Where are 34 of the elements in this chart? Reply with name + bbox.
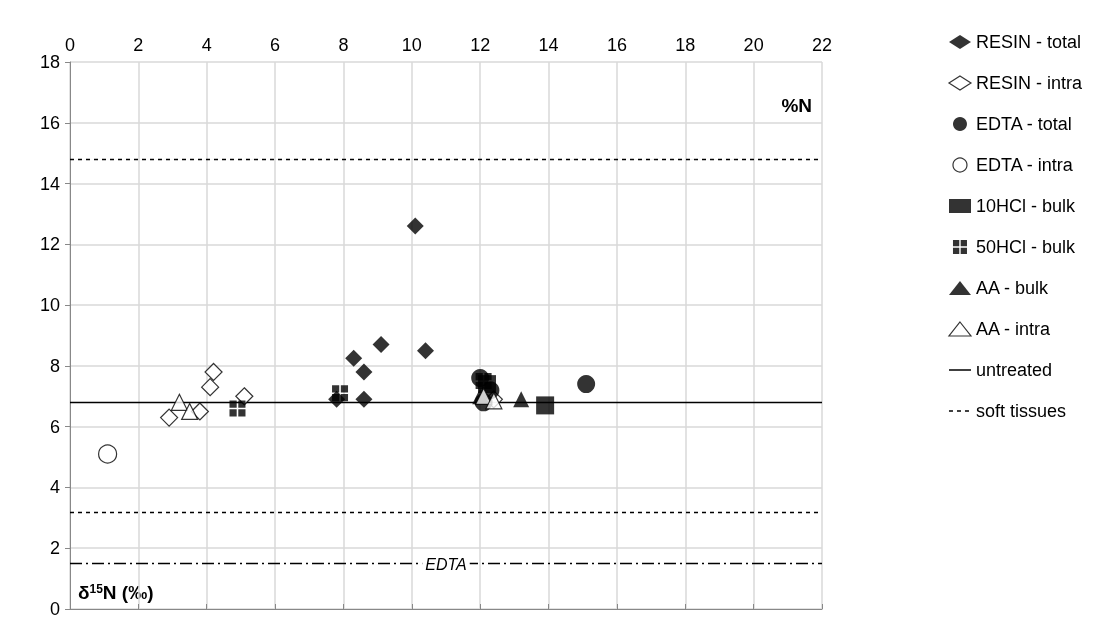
y-tick-label: 2 — [49, 538, 60, 559]
legend-label: 10HCl - bulk — [975, 196, 1077, 216]
x-tick-label: 14 — [538, 35, 559, 55]
y-tick-label: 12 — [39, 234, 60, 255]
legend-label: EDTA - intra — [975, 155, 1074, 175]
ref-line-label: EDTA — [425, 555, 467, 573]
legend-label: AA - intra — [975, 319, 1051, 339]
x-tick-label: 22 — [811, 35, 833, 55]
y-tick-label: 10 — [39, 295, 60, 316]
y-tick-label: 18 — [39, 52, 60, 72]
x-tick-label: 8 — [338, 35, 349, 55]
x-tick-label: 20 — [743, 35, 764, 55]
y-tick-label: 6 — [49, 416, 60, 437]
x-tick-label: 12 — [470, 35, 491, 55]
legend-label: EDTA - total — [975, 114, 1072, 134]
x-tick-label: 6 — [270, 35, 281, 55]
x-tick-label: 18 — [675, 35, 696, 55]
legend-label: RESIN - intra — [975, 73, 1083, 93]
y-tick-label: 14 — [39, 173, 60, 194]
legend-label: 50HCl - bulk — [975, 237, 1077, 257]
x-axis-title: %N — [781, 95, 813, 116]
y-tick-label: 8 — [49, 355, 60, 376]
x-tick-label: 16 — [606, 35, 627, 55]
legend-label: soft tissues — [975, 401, 1067, 421]
legend-label: AA - bulk — [975, 278, 1050, 298]
legend-label: untreated — [975, 360, 1053, 380]
x-tick-label: 4 — [201, 35, 212, 55]
legend-label: RESIN - total — [975, 32, 1082, 52]
y-tick-label: 16 — [39, 112, 60, 133]
x-tick-label: 0 — [64, 35, 76, 55]
y-tick-label: 0 — [49, 599, 60, 619]
x-tick-label: 2 — [133, 35, 144, 55]
y-tick-label: 4 — [49, 477, 60, 498]
x-tick-label: 10 — [401, 35, 422, 55]
